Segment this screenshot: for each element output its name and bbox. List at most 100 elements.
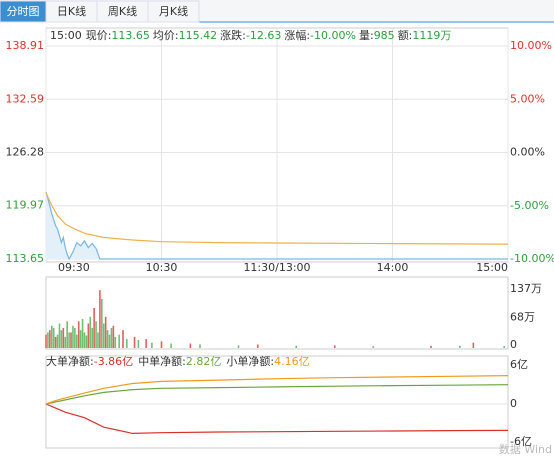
info-label: 涨幅:	[284, 29, 310, 42]
y-tick-label: 132.59	[6, 92, 45, 105]
info-value: -12.63	[246, 29, 281, 42]
tab[interactable]	[147, 0, 200, 23]
legend-value: 4.16亿	[274, 355, 310, 368]
info-label: 涨跌:	[220, 28, 246, 42]
volume-bar	[118, 334, 120, 348]
volume-bar	[114, 336, 117, 348]
y-tick-label: 119.97	[6, 199, 45, 212]
x-tick-label: 09:30	[58, 261, 90, 274]
volume-bar	[89, 316, 92, 348]
tab-label[interactable]: 分时图	[7, 5, 40, 18]
volume-bar	[126, 339, 128, 348]
volume-bar	[237, 345, 240, 348]
volume-bar	[106, 330, 109, 348]
info-label: 额:	[398, 29, 413, 42]
volume-bar	[76, 334, 78, 348]
info-value: 1119万	[412, 29, 451, 42]
watermark: 数据 Wind	[499, 442, 552, 456]
volume-bar	[133, 336, 136, 348]
volume-bar	[70, 332, 72, 348]
volume-bar	[97, 332, 99, 348]
volume-bar	[77, 321, 80, 348]
volume-bar	[101, 299, 103, 348]
volume-bar	[108, 334, 111, 348]
y2-tick-label: 10.00%	[510, 39, 552, 52]
info-value: 115.42	[179, 29, 218, 42]
volume-bar	[49, 330, 51, 348]
volume-bar	[104, 316, 107, 348]
legend-value: -3.86亿	[94, 355, 133, 368]
volume-bar	[102, 323, 105, 348]
y-tick-label: 0	[510, 338, 517, 351]
info-time: 15:00	[50, 29, 82, 42]
volume-bar	[295, 345, 298, 348]
info-label: 量:	[359, 29, 374, 42]
volume-bar	[430, 345, 432, 348]
volume-bar	[122, 330, 124, 348]
volume-bar	[503, 346, 505, 348]
volume-bar	[112, 325, 115, 348]
volume-bar	[472, 342, 475, 348]
volume-bar	[81, 319, 84, 348]
y2-tick-label: 0.00%	[510, 146, 545, 159]
series-line	[45, 192, 509, 245]
y-tick-label: 138.91	[6, 39, 45, 52]
x-tick-label: 10:30	[146, 261, 178, 274]
volume-bar	[58, 323, 61, 348]
tab-label[interactable]: 日K线	[57, 4, 86, 18]
volume-bar	[50, 325, 53, 348]
volume-bar	[333, 345, 336, 348]
volume-bar	[256, 344, 259, 348]
y2-tick-label: 5.00%	[510, 92, 545, 105]
volume-bar	[95, 321, 97, 348]
volume-bar	[83, 332, 86, 348]
volume-bar	[459, 345, 461, 348]
price-area	[46, 192, 508, 259]
volume-bar	[79, 330, 82, 348]
volume-bar	[47, 332, 49, 348]
flow-panel	[45, 355, 509, 449]
y-tick-label: 126.28	[6, 146, 45, 159]
volume-bar	[145, 339, 147, 348]
volume-bar	[45, 334, 47, 348]
volume-panel	[45, 276, 509, 350]
volume-bar	[60, 330, 63, 348]
y2-tick-label: -5.00%	[510, 199, 549, 212]
series-line	[45, 403, 509, 435]
volume-bar	[110, 327, 113, 348]
volume-bar	[372, 346, 375, 348]
tab-label[interactable]: 周K线	[108, 4, 137, 18]
volume-bar	[199, 344, 201, 348]
y-tick-label: 113.65	[6, 252, 45, 265]
volume-bar	[99, 290, 101, 348]
x-tick-label: 15:00	[476, 261, 508, 274]
volume-bar	[56, 334, 59, 348]
legend-label: 大单净额:	[46, 354, 94, 368]
info-value: -10.00%	[310, 29, 356, 42]
volume-bar	[160, 341, 163, 348]
legend-label: 中单净额:	[138, 354, 186, 368]
tab-label[interactable]: 月K线	[159, 4, 188, 18]
volume-bar	[137, 339, 140, 348]
volume-bar	[91, 327, 93, 348]
y2-tick-label: -10.00%	[510, 252, 554, 265]
y-tick-label: 6亿	[510, 358, 528, 371]
volume-bar	[74, 327, 76, 348]
info-value: 113.65	[111, 29, 150, 42]
legend-label: 小单净额:	[226, 354, 274, 368]
info-value: 985	[374, 29, 395, 42]
legend-value: 2.82亿	[186, 355, 222, 368]
volume-bar	[64, 336, 67, 348]
volume-bar	[85, 335, 88, 348]
volume-bar	[72, 325, 74, 348]
series-line	[45, 384, 509, 405]
x-tick-label: 11:30/13:00	[243, 261, 310, 274]
volume-bar	[170, 343, 172, 348]
series-line	[45, 375, 509, 405]
info-label: 均价:	[153, 29, 179, 42]
volume-bar	[87, 323, 90, 348]
y-tick-label: 0	[510, 397, 517, 410]
volume-bar	[93, 307, 95, 348]
